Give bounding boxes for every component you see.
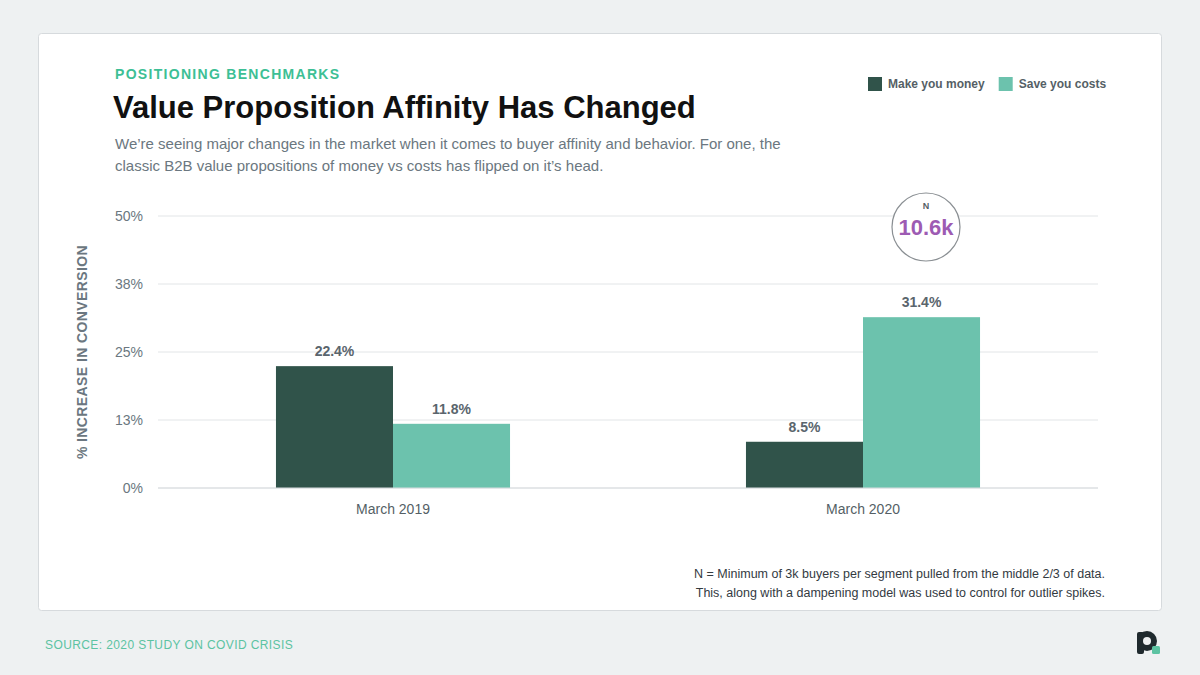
footnote: This, along with a dampening model was u… [696,586,1105,600]
y-tick-label: 50% [115,208,143,224]
legend-label: Make you money [888,77,985,91]
card [39,34,1162,611]
logo-hole [1143,637,1151,645]
chart-root: POSITIONING BENCHMARKS Value Proposition … [0,0,1200,675]
x-tick-label: March 2019 [356,501,430,517]
bars [276,317,980,488]
y-tick-label: 25% [115,344,143,360]
legend-label: Save you costs [1019,77,1107,91]
legend-swatch [999,77,1013,91]
subtitle: classic B2B value propositions of money … [115,157,603,174]
data-label: 11.8% [432,401,471,417]
legend-swatch [868,77,882,91]
subtitle: We’re seeing major changes in the market… [115,135,781,152]
footnote: N = Minimum of 3k buyers per segment pul… [694,567,1105,581]
bar [276,366,393,488]
source: SOURCE: 2020 STUDY ON COVID CRISIS [45,638,293,652]
annotation-circle [892,193,960,261]
bar [863,317,980,488]
data-label: 22.4% [315,343,355,359]
data-label: 8.5% [789,419,821,435]
logo [1137,631,1160,654]
y-tick-label: 38% [115,276,143,292]
x-axis-line [158,488,1098,489]
title: Value Proposition Affinity Has Changed [113,90,696,125]
y-tick-label: 13% [115,412,143,428]
logo-accent [1152,646,1160,654]
bar [746,442,863,488]
background [0,0,1200,675]
x-tick-label: March 2020 [826,501,900,517]
grid-line [158,284,1098,285]
data-label: 31.4% [902,294,942,310]
y-axis-label: % INCREASE IN CONVERSION [74,245,90,459]
annotation-title: N [923,201,930,211]
annotation-text: 10.6k [898,215,954,240]
bar [393,424,510,488]
grid-line [158,488,1098,489]
y-tick-label: 0% [123,480,143,496]
kicker: POSITIONING BENCHMARKS [115,66,340,82]
